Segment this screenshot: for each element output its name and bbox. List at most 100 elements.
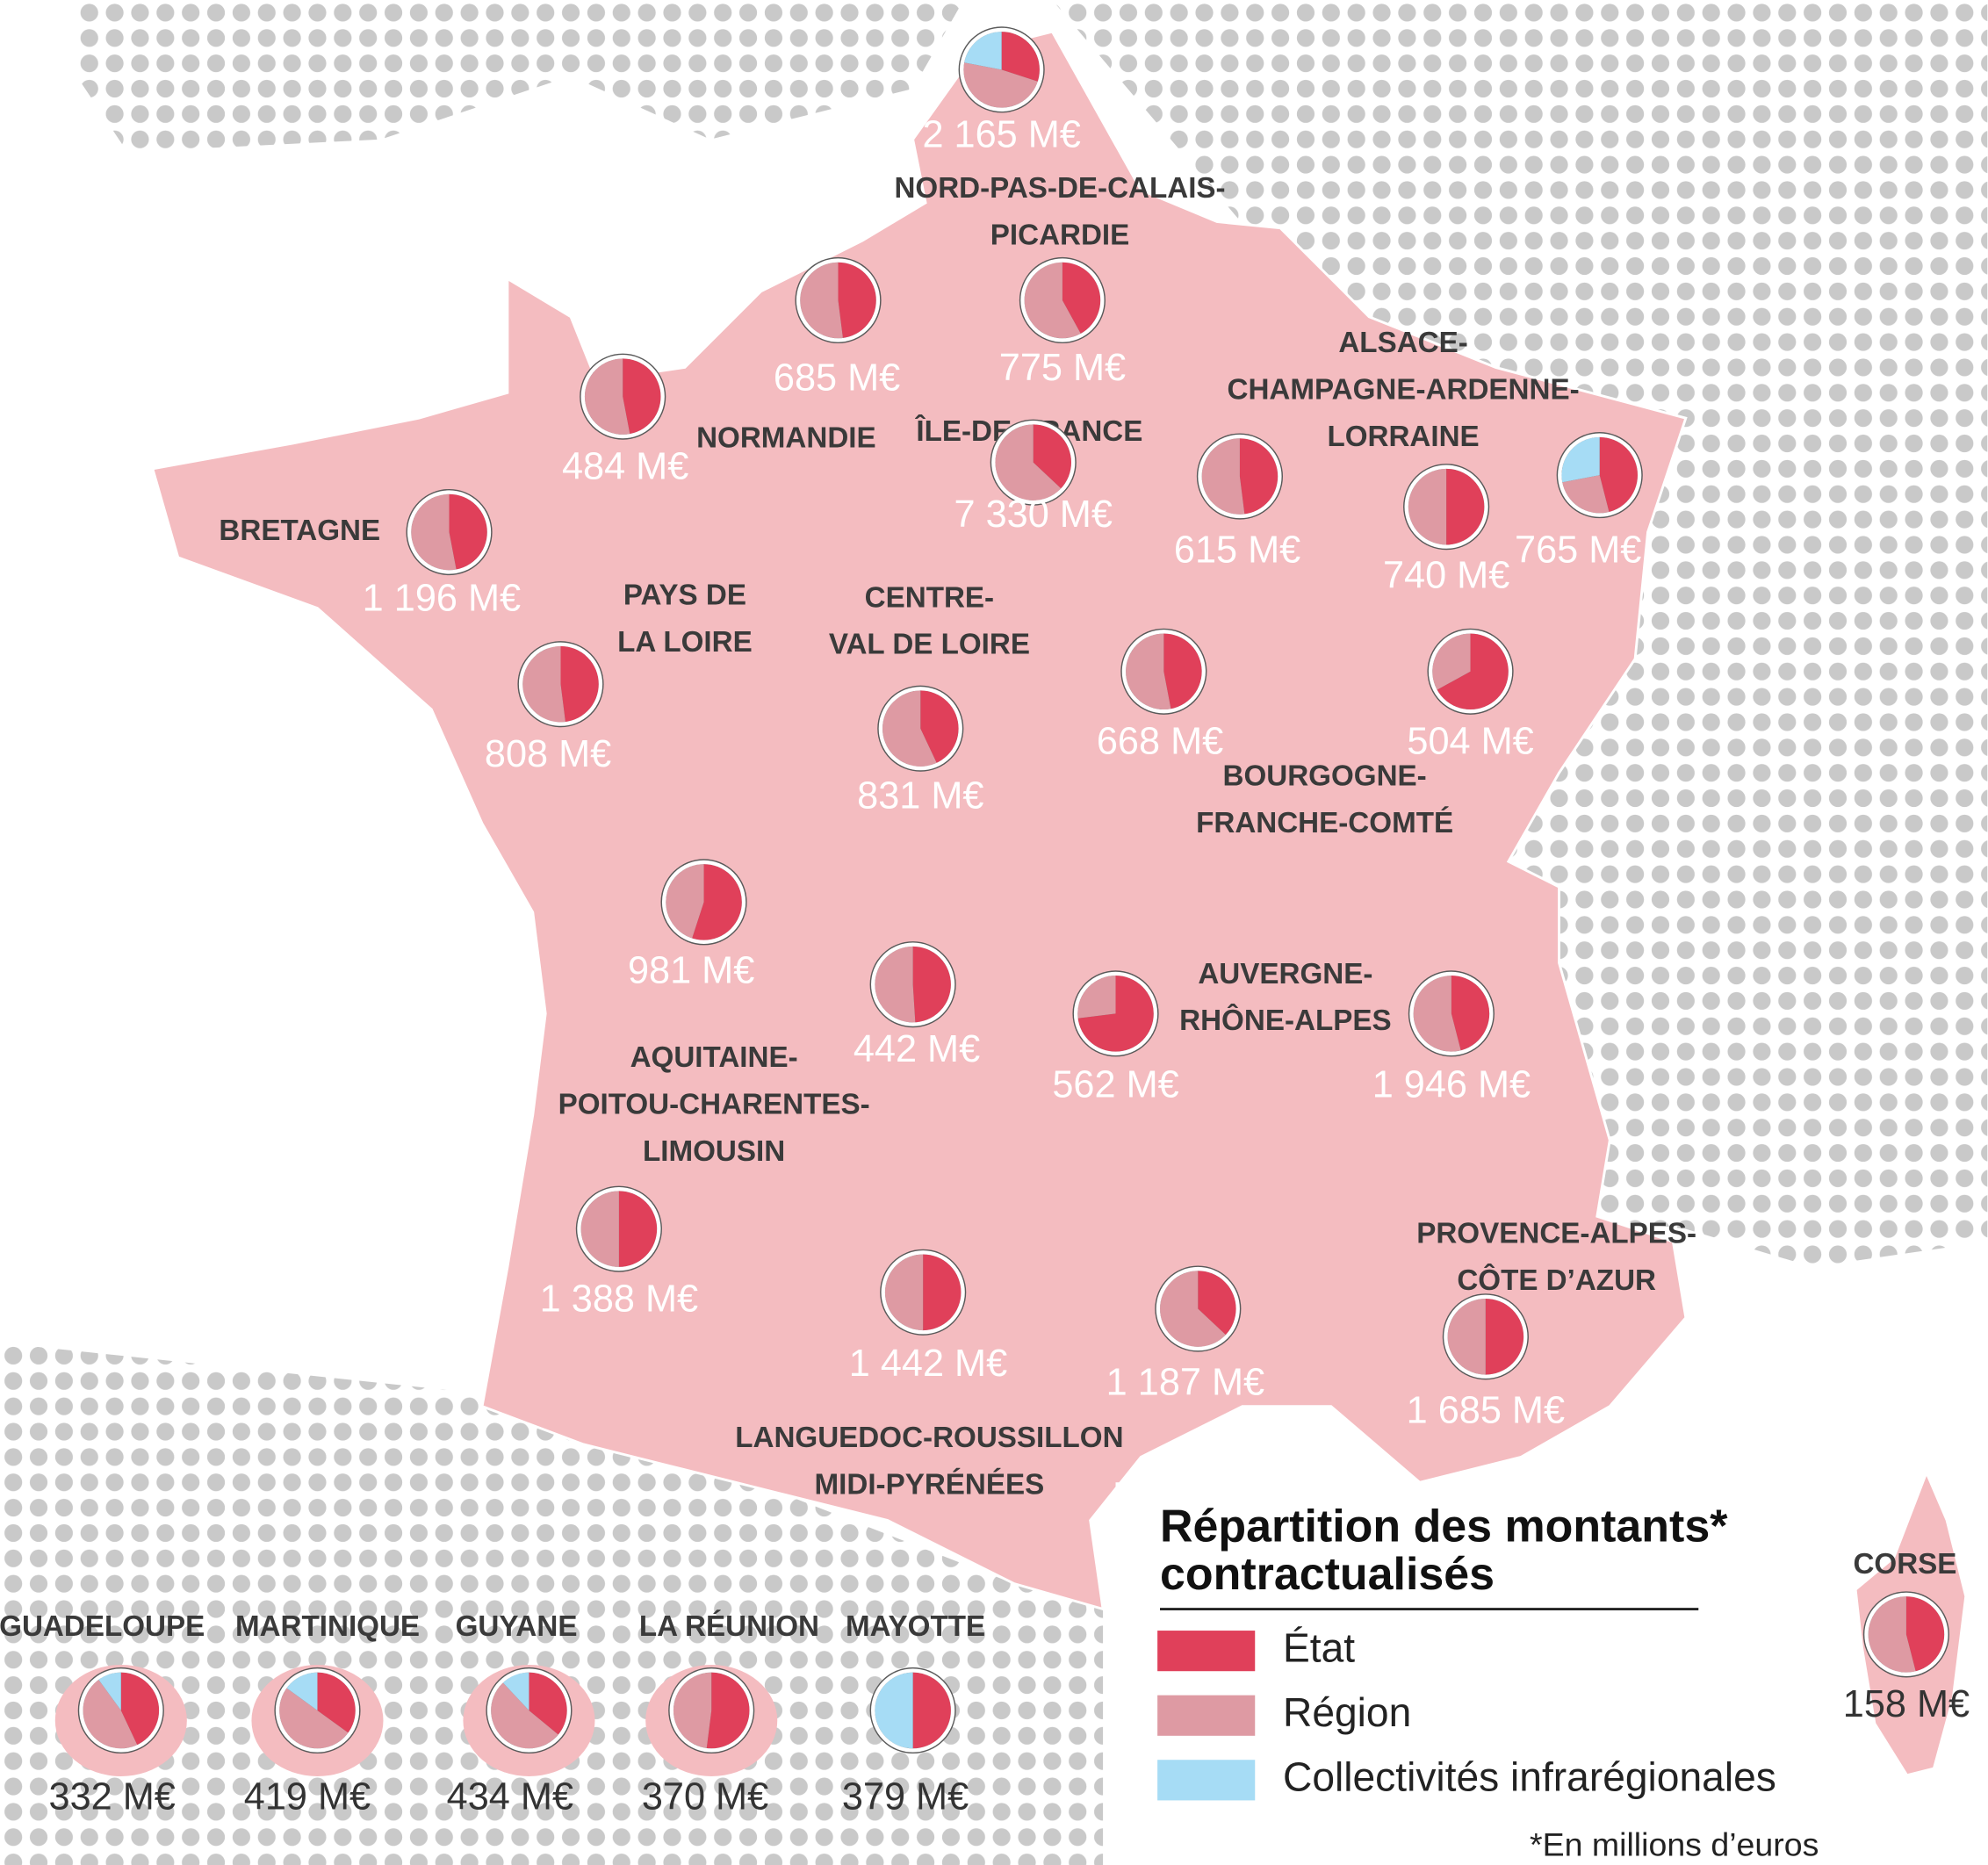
amount-label: 434 M€ [447,1775,573,1818]
france [151,30,1688,1611]
pie-ring [1121,630,1206,714]
region-label: RHÔNE-ALPES [1179,1003,1391,1037]
region-label: LA RÉUNION [639,1609,819,1643]
region-label: LIMOUSIN [643,1135,785,1168]
pie-ring [796,258,881,342]
pie-ring [1073,971,1158,1055]
pie-ring [960,27,1044,112]
pie-slice [1599,436,1639,513]
pie-ring [878,687,962,771]
pie-slice [1446,468,1485,545]
amount-label: 981 M€ [628,950,754,992]
amount-label: 740 M€ [1383,554,1509,596]
pie-slice [1451,976,1490,1051]
pie-slice [286,1672,318,1710]
pie-slice [920,690,959,763]
pie-ring [881,1250,965,1335]
pie-slice [279,1688,349,1749]
pie-ring [1864,1592,1948,1677]
region-label: PICARDIE [990,220,1130,252]
region-label: FRANCHE-COMTÉ [1196,806,1453,839]
pie-ring [1428,630,1513,714]
legend-swatch [1157,1760,1256,1801]
footnote: *En millions d’euros [1530,1826,1819,1863]
region-label: MIDI-PYRÉNÉES [815,1467,1045,1501]
overlay: NORD-PAS-DE-CALAIS-PICARDIENORMANDIEÎLE-… [0,26,1970,1863]
pie-slice [1126,633,1171,710]
pie-slice [666,864,704,939]
pie-slice [580,1191,619,1267]
region-label: CÔTE D’AZUR [1457,1263,1656,1297]
amount-label: 808 M€ [485,733,611,775]
amount-label: 379 M€ [842,1775,969,1818]
region-label: ALSACE- [1338,327,1467,359]
region-label: GUYANE [456,1610,578,1643]
amount-label: 765 M€ [1515,529,1641,572]
pie-slice [995,424,1062,500]
pie-ring [871,1668,955,1753]
amount-label: 615 M€ [1174,529,1300,572]
pie-ring [661,860,746,944]
pie-slice [1485,1299,1524,1375]
pie-slice [1077,976,1154,1052]
pie-slice [1408,468,1447,545]
region-label: LANGUEDOC-ROUSSILLON [735,1422,1123,1454]
pie-slice [1437,633,1509,710]
pie-ring [669,1668,753,1753]
pie-slice [1868,1596,1916,1673]
pie-slice [1198,1271,1236,1336]
amount-label: 1 196 M€ [363,577,521,619]
region-label: AQUITAINE- [630,1041,798,1074]
pie-slice [560,645,599,723]
region-label: BOURGOGNE- [1222,760,1426,793]
pie-slice [1024,262,1081,339]
neighbour-land [76,0,964,153]
legend-swatch [1157,1631,1256,1672]
region-label: GUADELOUPE [0,1610,205,1643]
amount-label: 158 M€ [1843,1683,1970,1725]
amount-label: 1 442 M€ [849,1343,1007,1385]
pie-slice [1413,976,1461,1052]
region-label: MARTINIQUE [235,1610,420,1643]
pie-ring [518,642,603,726]
pie-slice [1201,438,1245,515]
pie-slice [923,1254,962,1331]
pie-slice [98,1672,121,1710]
region-label: CORSE [1853,1548,1956,1581]
pie-slice [884,1254,924,1331]
pie-slice [623,358,661,435]
pie-slice [1905,1596,1945,1672]
pie-slice [706,1672,750,1749]
pie-ring [1020,258,1105,342]
region-label: LA LOIRE [617,626,753,659]
amount-label: 370 M€ [642,1775,768,1818]
region-label: PAYS DE [623,579,746,611]
pie-slice [963,62,1038,108]
pie-slice [838,262,876,338]
pie-slice [964,32,1002,70]
amount-label: 1 187 M€ [1106,1362,1264,1404]
pie-slice [83,1679,138,1749]
pie-slice [522,645,565,723]
pie-slice [1001,32,1040,82]
pie-slice [882,690,937,767]
pie-slice [1239,438,1279,515]
pie-ring [577,1187,661,1271]
pie-slice [584,358,630,435]
amount-label: 1 388 M€ [540,1278,698,1320]
legend-label: Région [1283,1689,1411,1735]
legend-swatch [1157,1695,1256,1736]
pie-ring [871,942,955,1026]
pie-slice [1062,262,1101,334]
amount-label: 7 330 M€ [954,493,1113,536]
region-label: NORD-PAS-DE-CALAIS- [894,172,1225,205]
amount-label: 442 M€ [854,1028,980,1070]
pie-ring [1409,971,1494,1055]
pie-slice [673,1672,712,1748]
pie-slice [912,946,951,1023]
amount-label: 668 M€ [1097,720,1223,762]
legend-title: Répartition des montants* [1160,1501,1728,1552]
pie-slice [449,493,487,570]
